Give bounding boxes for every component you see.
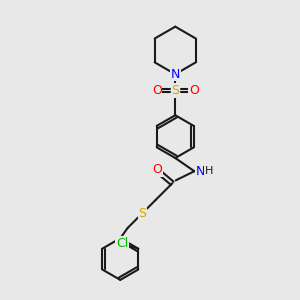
Text: S: S	[171, 84, 179, 97]
Text: O: O	[152, 164, 162, 176]
Text: N: N	[171, 68, 180, 81]
Text: O: O	[152, 84, 162, 97]
Text: O: O	[189, 84, 199, 97]
Text: Cl: Cl	[116, 236, 128, 250]
Text: N: N	[196, 165, 205, 178]
Text: H: H	[205, 167, 213, 176]
Text: S: S	[139, 206, 147, 220]
